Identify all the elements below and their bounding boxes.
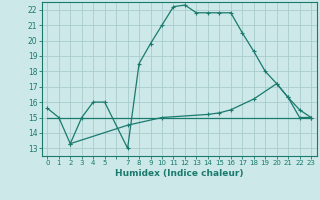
X-axis label: Humidex (Indice chaleur): Humidex (Indice chaleur)	[115, 169, 244, 178]
